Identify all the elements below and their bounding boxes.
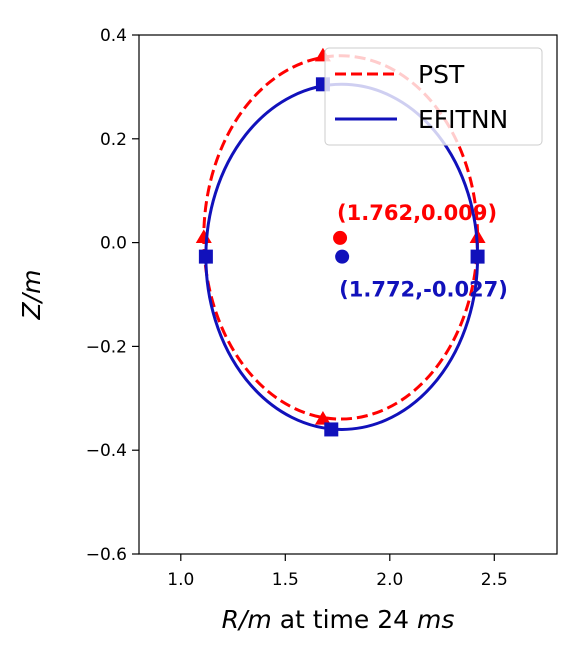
x-axis-label-part: ms — [417, 605, 454, 634]
legend-label-pst: PST — [418, 60, 465, 89]
efitnn-marker — [470, 249, 485, 264]
x-tick-label: 1.0 — [167, 570, 194, 590]
axes-frame — [138, 34, 558, 555]
x-axis-label-part: R/m — [222, 605, 272, 634]
y-tick-label: −0.2 — [86, 337, 127, 357]
y-tick-label: 0.0 — [100, 234, 127, 254]
legend: PST EFITNN — [324, 47, 543, 146]
efitnn-center-label: (1.772,-0.027) — [339, 278, 508, 302]
y-tick-label: −0.4 — [86, 441, 127, 461]
legend-label-efitnn: EFITNN — [418, 105, 508, 134]
x-tick-label: 2.5 — [481, 570, 508, 590]
pst-center-point — [333, 230, 348, 245]
efitnn-marker — [324, 422, 339, 437]
efitnn-marker — [198, 249, 213, 264]
y-tick-label: −0.6 — [86, 545, 127, 565]
x-axis-label-part: at time 24 — [272, 605, 417, 634]
y-axis-label: Z/m — [17, 270, 46, 321]
y-tick-label: 0.2 — [100, 130, 127, 150]
x-tick-label: 2.0 — [376, 570, 403, 590]
x-axis-label: R/m at time 24 ms — [222, 605, 455, 634]
axes-ticks: 1.0 1.5 2.0 2.5 −0.6 −0.4 −0.2 0.0 0.2 0.4 — [86, 26, 508, 590]
pst-marker — [314, 411, 331, 425]
y-tick-label: 0.4 — [100, 26, 127, 46]
legend-box — [324, 47, 543, 146]
efitnn-center-point — [335, 249, 350, 264]
x-tick-label: 1.5 — [272, 570, 299, 590]
